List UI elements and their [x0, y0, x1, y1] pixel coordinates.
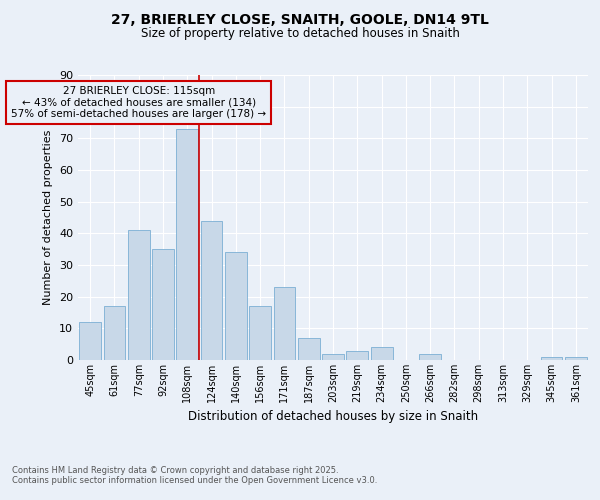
Bar [104, 306, 125, 360]
Bar [128, 230, 149, 360]
Bar [79, 322, 101, 360]
Y-axis label: Number of detached properties: Number of detached properties [43, 130, 53, 305]
Bar [565, 357, 587, 360]
Bar [152, 249, 174, 360]
Text: 27, BRIERLEY CLOSE, SNAITH, GOOLE, DN14 9TL: 27, BRIERLEY CLOSE, SNAITH, GOOLE, DN14 … [111, 12, 489, 26]
Bar [371, 348, 392, 360]
Bar [249, 306, 271, 360]
Bar [298, 338, 320, 360]
X-axis label: Distribution of detached houses by size in Snaith: Distribution of detached houses by size … [188, 410, 478, 424]
Bar [176, 129, 198, 360]
Bar [419, 354, 441, 360]
Bar [322, 354, 344, 360]
Bar [225, 252, 247, 360]
Bar [274, 287, 295, 360]
Bar [346, 350, 368, 360]
Text: 27 BRIERLEY CLOSE: 115sqm
← 43% of detached houses are smaller (134)
57% of semi: 27 BRIERLEY CLOSE: 115sqm ← 43% of detac… [11, 86, 266, 120]
Text: Contains HM Land Registry data © Crown copyright and database right 2025.
Contai: Contains HM Land Registry data © Crown c… [12, 466, 377, 485]
Bar [200, 220, 223, 360]
Bar [541, 357, 562, 360]
Text: Size of property relative to detached houses in Snaith: Size of property relative to detached ho… [140, 28, 460, 40]
